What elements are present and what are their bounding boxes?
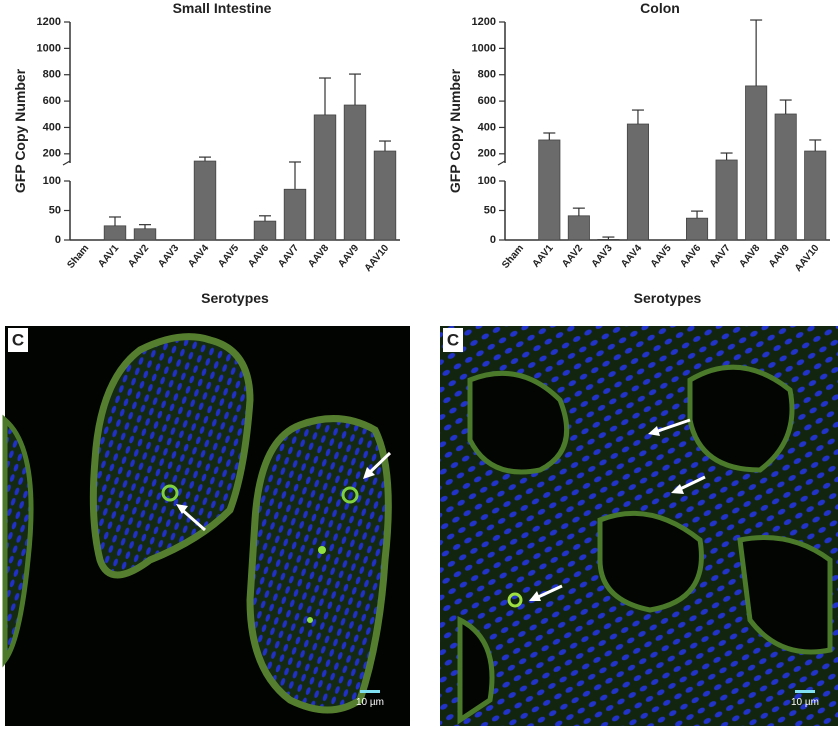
axis-break — [497, 160, 506, 166]
x-tick-label: AAV10 — [363, 243, 392, 275]
error-bar — [349, 73, 361, 106]
y-tick-label: 50 — [49, 204, 61, 216]
y-tick-label: 0 — [55, 234, 61, 246]
chart-title: Colon — [640, 0, 680, 16]
x-tick-label: AAV2 — [560, 243, 585, 270]
error-bar — [139, 224, 151, 229]
panel-label: C — [447, 330, 459, 349]
bar — [373, 150, 397, 241]
y-axis-label: GFP Copy Number — [447, 68, 463, 193]
error-bar — [602, 236, 615, 240]
bar — [774, 113, 797, 241]
bar — [686, 217, 709, 241]
bar — [745, 85, 768, 241]
chart-title: Small Intestine — [173, 0, 272, 16]
bar — [626, 123, 649, 241]
bar — [538, 139, 561, 241]
x-tick-label: AAV4 — [186, 243, 211, 270]
x-tick-label: AAV7 — [276, 243, 301, 270]
x-tick-label: AAV5 — [649, 243, 674, 270]
bar — [253, 220, 277, 241]
y-tick-label: 100 — [478, 175, 496, 187]
bar — [103, 225, 127, 241]
axis-break — [62, 160, 71, 166]
y-tick-label: 0 — [490, 234, 496, 246]
y-tick-label: 50 — [484, 204, 496, 216]
error-bar — [691, 210, 704, 219]
y-tick-label: 1200 — [472, 16, 496, 28]
x-axis-label: Serotypes — [634, 290, 702, 306]
bar — [804, 150, 827, 241]
y-tick-label: 200 — [478, 148, 496, 160]
y-tick-label: 1000 — [472, 42, 496, 54]
scale-bar-label: 10 µm — [791, 697, 819, 708]
error-bar — [631, 109, 644, 125]
y-tick-label: 100 — [43, 175, 61, 187]
error-bar — [109, 216, 121, 226]
bar — [343, 104, 367, 241]
error-bar — [543, 132, 556, 140]
micrograph-right — [440, 326, 838, 726]
error-bar — [779, 99, 792, 115]
x-tick-label: AAV6 — [678, 243, 703, 270]
error-bar — [720, 152, 733, 161]
x-tick-label: AAV1 — [96, 243, 121, 270]
bar — [133, 228, 157, 241]
x-tick-label: AAV5 — [216, 243, 241, 270]
x-tick-label: Sham — [65, 243, 91, 271]
x-axis-label: Serotypes — [201, 290, 269, 306]
x-tick-label: AAV2 — [126, 243, 151, 270]
error-bar — [289, 161, 301, 190]
x-tick-label: AAV9 — [336, 243, 361, 270]
x-tick-label: AAV7 — [708, 243, 733, 270]
x-tick-label: AAV6 — [246, 243, 271, 270]
bar — [313, 114, 337, 241]
x-tick-label: AAV8 — [737, 243, 762, 270]
x-tick-label: Sham — [500, 243, 526, 271]
y-tick-label: 800 — [478, 69, 496, 81]
scale-bar-label: 10 µm — [356, 697, 384, 708]
x-tick-label: AAV3 — [590, 243, 615, 270]
x-tick-label: AAV1 — [531, 243, 556, 270]
error-bar — [572, 207, 585, 216]
error-bar — [199, 156, 211, 162]
micrograph-left — [2, 326, 410, 726]
bar — [597, 239, 620, 241]
y-axis-label: GFP Copy Number — [12, 68, 28, 193]
y-tick-label: 1000 — [37, 42, 61, 54]
error-bar — [319, 77, 331, 115]
x-tick-label: AAV4 — [619, 243, 644, 270]
x-tick-label: AAV8 — [306, 243, 331, 270]
chart: Colon GFP Copy Number Serotypes 0 50 100 200 40… — [447, 0, 830, 306]
panel-label: C — [12, 330, 24, 349]
bar — [193, 160, 217, 241]
x-tick-label: AAV3 — [156, 243, 181, 270]
x-tick-label: AAV10 — [793, 243, 822, 275]
error-bar — [750, 19, 763, 86]
error-bar — [259, 215, 271, 222]
x-tick-label: AAV9 — [767, 243, 792, 270]
bar — [283, 188, 307, 241]
y-tick-label: 400 — [478, 121, 496, 133]
y-tick-label: 600 — [43, 95, 61, 107]
y-tick-label: 1200 — [37, 16, 61, 28]
y-tick-label: 400 — [43, 121, 61, 133]
error-bar — [379, 140, 391, 152]
bar — [715, 159, 738, 241]
y-tick-label: 200 — [43, 148, 61, 160]
chart: Small Intestine GFP Copy Number Serotypes 0… — [12, 0, 400, 306]
error-bar — [809, 139, 822, 152]
bar — [567, 215, 590, 241]
y-tick-label: 600 — [478, 95, 496, 107]
y-tick-label: 800 — [43, 69, 61, 81]
